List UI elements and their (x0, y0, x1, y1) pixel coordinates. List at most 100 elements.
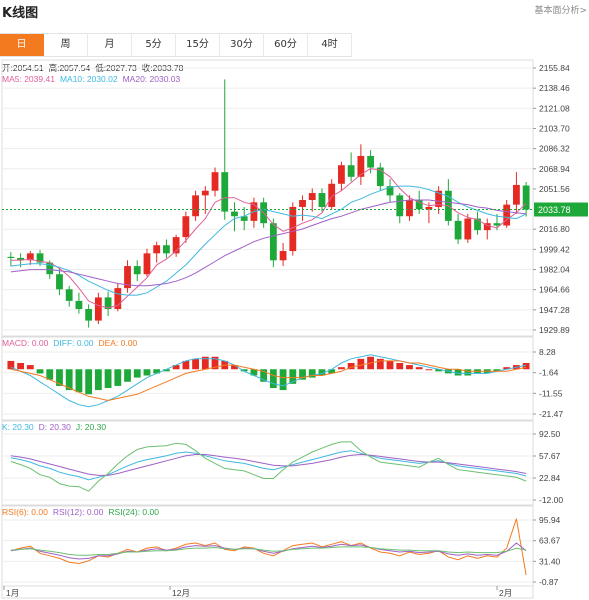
candle-body-24 (240, 216, 248, 221)
page-title: K线图 (2, 6, 39, 21)
pane-frame-2 (1, 420, 534, 506)
macd-bar-41 (406, 365, 413, 370)
x-label-2: 2月 (499, 588, 512, 598)
rsi-tick-label-2: 31.40 (539, 556, 561, 566)
candle-body-47 (464, 218, 472, 240)
tab-0[interactable]: 日 (0, 34, 44, 56)
candle-body-48 (474, 218, 481, 231)
candle-body-23 (231, 211, 238, 217)
tab-2[interactable]: 月 (88, 34, 132, 56)
candle-body-42 (415, 200, 423, 210)
candle-body-52 (513, 184, 520, 205)
candle-body-34 (338, 165, 345, 184)
tab-1[interactable]: 周 (44, 34, 88, 56)
macd-bar-13 (133, 369, 141, 378)
macd-bar-50 (493, 369, 501, 372)
tab-6[interactable]: 60分 (264, 34, 308, 56)
macd-bar-30 (299, 369, 306, 380)
macd-bar-31 (308, 369, 316, 378)
macd-bar-12 (124, 369, 131, 382)
macd-bar-26 (260, 369, 268, 382)
candle-body-35 (347, 165, 355, 177)
macd-tick-label-0: 8.28 (539, 347, 556, 357)
kdj-tick-label-2: 22.84 (539, 473, 561, 483)
pane-frame-0 (1, 59, 534, 337)
macd-bar-53 (522, 363, 530, 370)
macd-bar-7 (75, 369, 83, 393)
macd-bar-20 (201, 356, 209, 370)
macd-bar-40 (396, 363, 404, 370)
tab-3[interactable]: 5分 (132, 34, 176, 56)
price-tick-label-9: 1982.04 (539, 265, 570, 275)
price-tick-label-3: 2103.70 (539, 123, 570, 133)
candle-body-9 (94, 297, 102, 321)
candle-body-37 (367, 155, 374, 168)
kdj-j-line (10, 441, 527, 492)
ma10-value: MA10: 2030.02 (59, 74, 118, 84)
macd-tick-label-2: -11.55 (539, 388, 563, 398)
macd-bar-3 (36, 369, 44, 374)
candle-body-41 (406, 200, 413, 217)
fundamental-analysis-link[interactable]: 基本面分析> (534, 6, 587, 16)
macd-bar-44 (435, 369, 443, 372)
candle-body-2 (26, 253, 34, 261)
candle-body-50 (493, 223, 501, 226)
macd-bar-14 (143, 369, 151, 376)
macd-bar-8 (85, 369, 93, 395)
candle-body-51 (503, 204, 511, 226)
price-tick-label-1: 2138.46 (539, 83, 570, 93)
macd-dea-line (10, 360, 527, 402)
macd-bar-29 (289, 369, 297, 384)
macd-bar-38 (376, 358, 384, 370)
macd-bar-24 (240, 369, 248, 372)
macd-bar-18 (182, 360, 190, 370)
price-tick-label-4: 2086.32 (539, 144, 570, 154)
price-tick-label-10: 1964.66 (539, 285, 570, 295)
candle-body-46 (454, 220, 462, 240)
price-tick-label-11: 1947.28 (539, 305, 570, 315)
candle-body-32 (318, 193, 326, 207)
macd-bar-19 (192, 358, 199, 370)
candle-body-22 (221, 172, 229, 212)
macd-bar-28 (279, 369, 287, 391)
macd-bar-46 (454, 369, 462, 376)
diff-value: DIFF: 0.00 (53, 338, 94, 348)
macd-bar-51 (503, 367, 511, 370)
x-label-1: 12月 (172, 588, 190, 598)
kdj-k-line (10, 450, 527, 481)
candle-body-43 (425, 206, 433, 210)
j-value: J: 20.30 (75, 422, 107, 432)
macd-bar-23 (231, 365, 238, 370)
macd-bar-6 (65, 369, 73, 391)
candle-body-11 (114, 288, 122, 310)
macd-bar-5 (56, 369, 63, 386)
candle-body-8 (85, 309, 93, 321)
macd-tick-label-1: -1.64 (539, 368, 559, 378)
rsi-tick-label-1: 63.67 (539, 536, 561, 546)
candle-body-30 (299, 200, 306, 207)
candle-body-13 (133, 266, 141, 275)
candle-body-20 (201, 190, 209, 196)
ma20-value: MA20: 2030.03 (122, 74, 181, 84)
k-value: K: 20.30 (2, 422, 34, 432)
macd-bar-17 (172, 365, 180, 370)
candle-body-40 (396, 195, 404, 217)
tab-7[interactable]: 4时 (308, 34, 352, 56)
price-tick-label-8: 1999.42 (539, 244, 570, 254)
macd-bar-47 (464, 369, 472, 376)
pane-frame-1 (1, 336, 534, 421)
candle-body-0 (7, 256, 15, 258)
x-label-0: 1月 (6, 588, 19, 598)
macd-bar-16 (163, 369, 170, 372)
last-price-label: 2033.78 (538, 205, 571, 215)
macd-bar-15 (153, 369, 161, 374)
candle-body-28 (279, 251, 287, 261)
macd-bar-25 (250, 369, 258, 376)
ma5-value: MA5: 2039.41 (2, 74, 55, 84)
candle-body-38 (376, 167, 384, 187)
tab-5[interactable]: 30分 (220, 34, 264, 56)
macd-bar-11 (114, 369, 122, 386)
rsi12-line (10, 542, 527, 560)
tab-4[interactable]: 15分 (176, 34, 220, 56)
